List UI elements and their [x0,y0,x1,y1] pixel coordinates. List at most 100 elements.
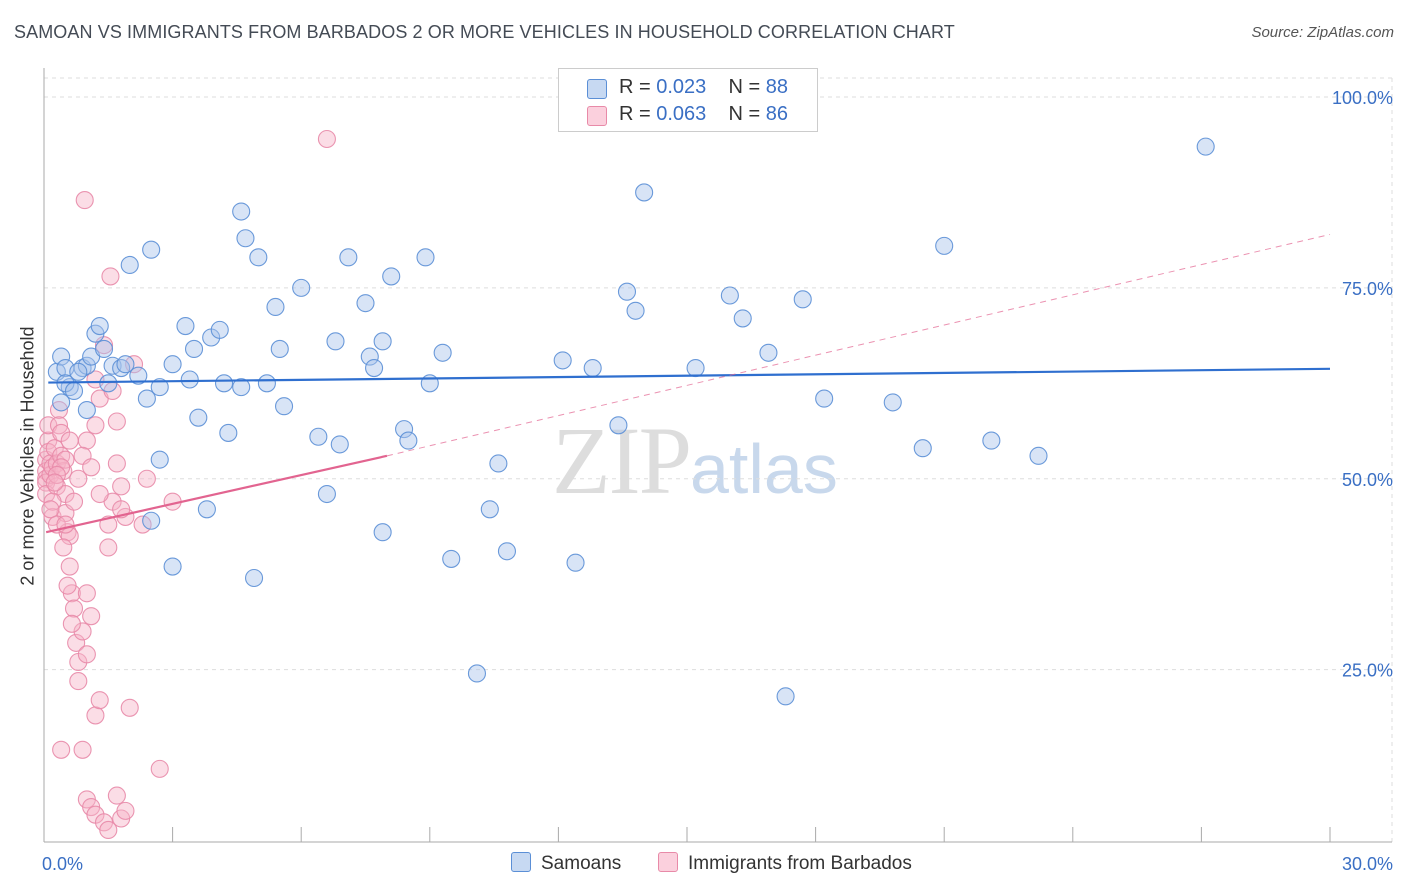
barbados-point [77,584,96,603]
samoans-point [635,183,654,202]
samoans-point [69,362,88,381]
samoans-point [257,374,276,393]
barbados-point [82,607,101,626]
barbados-point [60,557,79,576]
samoans-point [210,320,229,339]
barbados-point [67,633,86,652]
barbados-point [107,412,126,431]
barbados-point [52,740,71,759]
barbados-point [107,454,126,473]
legend-r-label: R = [619,103,651,125]
legend-samoans[interactable]: Samoans [511,852,621,875]
barbados-point [62,614,81,633]
barbados-point [317,129,336,149]
barbados-trend-line [45,454,388,534]
trend-lines [45,233,1331,534]
samoans-point [776,687,795,706]
samoans-point [442,549,461,568]
barbados-point [49,416,69,435]
samoans-point [382,267,401,286]
y-axis-label: 2 or more Vehicles in Household [17,326,38,586]
barbados-point [43,492,62,511]
samoans-point [137,389,156,408]
samoans-point [1029,446,1048,465]
barbados-point [90,484,109,504]
barbados-point [45,439,64,458]
samoans-point [982,431,1001,450]
barbados-point [56,515,75,534]
samoans-point [489,454,508,473]
legend-n-value: 88 [765,76,789,98]
trend-line-dashed [386,233,1331,457]
barbados-point [77,431,96,450]
samoans-point [330,435,349,454]
samoans-point [395,420,414,439]
tick-labels: 25.0% 50.0% 75.0% 100.0% 0.0% 30.0% [42,88,1393,874]
samoans-point [232,202,251,221]
samoans-point [163,355,182,374]
barbados-point [64,599,84,618]
barbados-point [75,191,94,210]
samoans-point [292,278,311,297]
samoans-point [339,248,358,267]
samoans-point [52,393,71,412]
legend-barbados-label: Immigrants from Barbados [688,853,912,874]
samoans-point [373,332,392,351]
samoans-point [433,343,452,362]
samoans-point [399,431,418,450]
samoans-point [1196,137,1215,156]
barbados-point [69,469,88,488]
samoans-point [236,229,255,248]
barbados-point [112,477,131,496]
samoans-point [150,378,169,397]
x-tick-label-left: 0.0% [42,854,83,874]
barbados-point [137,469,156,488]
samoans-swatch [587,79,607,99]
barbados-point [47,465,66,484]
barbados-point [107,786,126,805]
samoans-point [609,416,628,435]
samoans-point [244,568,264,588]
samoans-point [317,484,336,504]
y-tick-label: 75.0% [1342,279,1393,299]
samoans-point [373,523,392,542]
samoans-point [733,309,752,328]
samoans-point [815,389,834,408]
legend-barbados[interactable]: Immigrants from Barbados [658,852,912,875]
legend-samoans-label: Samoans [541,853,622,874]
samoans-point [270,339,289,359]
samoans-swatch [511,852,531,872]
samoans-point [416,248,435,267]
barbados-point [45,473,64,492]
samoans-point [142,240,161,259]
barbados-point [120,698,139,717]
barbados-point [86,706,105,725]
watermark: ZIPatlas [552,405,838,516]
chart-title: SAMOAN VS IMMIGRANTS FROM BARBADOS 2 OR … [14,22,955,42]
watermark-zip: ZIP [552,407,692,514]
samoans-point [219,423,238,442]
legend-r-value: 0.023 [656,76,707,98]
samoans-point [275,397,294,416]
barbados-point [41,500,60,519]
legend-n-label: N = [728,76,761,98]
samoans-point [793,290,812,309]
barbados-point [86,416,105,435]
samoans-point [309,427,328,446]
barbados-point [73,622,92,641]
barbados-point [82,458,101,477]
legend-n-value: 86 [765,103,789,125]
legend-r-value: 0.063 [656,103,707,125]
samoans-point [883,393,902,412]
source-label: Source: ZipAtlas.com [1251,24,1394,41]
samoans-point [759,343,778,362]
samoans-point [99,374,118,393]
samoans-point [232,378,251,397]
watermark-atlas: atlas [690,430,838,508]
correlation-legend: R = 0.023 N = 88 R = 0.063 N = 86 [558,68,818,132]
samoans-point [566,553,585,572]
samoans-point [365,358,384,378]
barbados-point [116,801,135,820]
samoans-point [480,500,499,519]
